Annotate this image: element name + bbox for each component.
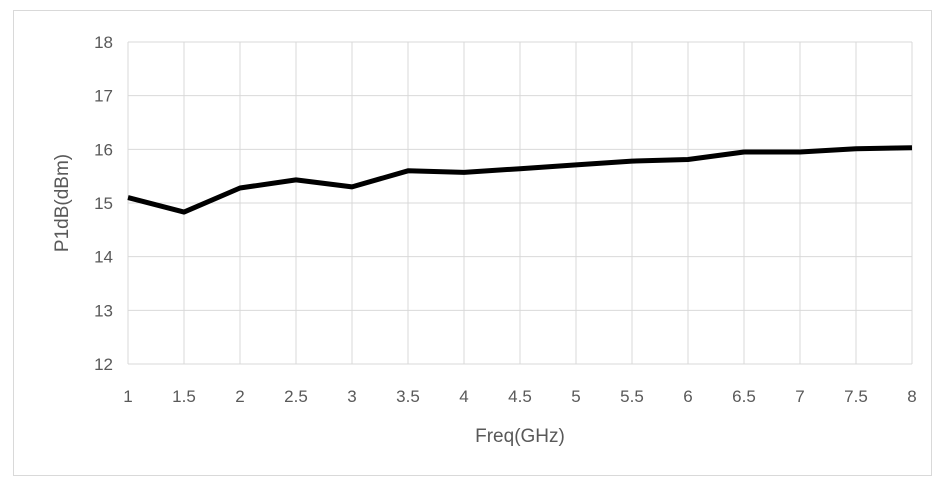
x-tick-label: 2.5	[284, 387, 308, 406]
x-tick-label: 8	[907, 387, 916, 406]
x-tick-label: 5	[571, 387, 580, 406]
x-tick-label: 2	[235, 387, 244, 406]
y-axis-ticks: 12 13 14 15 16 17 18	[94, 33, 113, 374]
y-tick-label: 15	[94, 194, 113, 213]
x-tick-label: 6	[683, 387, 692, 406]
x-tick-label: 6.5	[732, 387, 756, 406]
y-axis-title: P1dB(dBm)	[52, 154, 73, 252]
x-tick-label: 4.5	[508, 387, 532, 406]
series-layer	[127, 145, 913, 215]
gridlines	[127, 41, 913, 365]
x-tick-label: 5.5	[620, 387, 644, 406]
x-tick-label: 1	[123, 387, 132, 406]
x-tick-label: 7.5	[844, 387, 868, 406]
x-tick-label: 3	[347, 387, 356, 406]
y-tick-label: 13	[94, 301, 113, 320]
y-tick-label: 16	[94, 140, 113, 159]
x-axis-title: Freq(GHz)	[475, 426, 565, 447]
x-axis-ticks: 1 1.5 2 2.5 3 3.5 4 4.5 5 5.5 6 6.5 7 7.5 8	[123, 387, 916, 406]
x-tick-label: 7	[795, 387, 804, 406]
y-tick-label: 17	[94, 87, 113, 106]
chart-frame	[13, 10, 932, 476]
y-tick-label: 14	[94, 248, 113, 267]
x-tick-label: 4	[459, 387, 468, 406]
y-tick-label: 12	[94, 355, 113, 374]
x-tick-label: 3.5	[396, 387, 420, 406]
x-tick-label: 1.5	[172, 387, 196, 406]
y-tick-label: 18	[94, 33, 113, 52]
